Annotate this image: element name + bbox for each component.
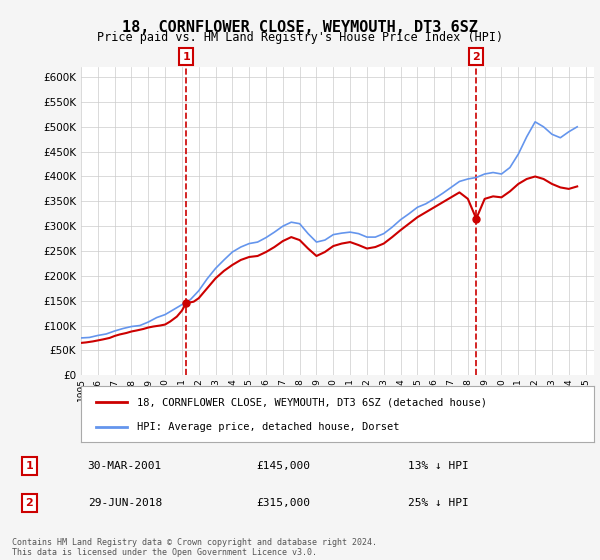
Text: £315,000: £315,000 — [256, 498, 310, 508]
Text: 29-JUN-2018: 29-JUN-2018 — [88, 498, 162, 508]
Text: 2: 2 — [472, 52, 480, 62]
Text: Contains HM Land Registry data © Crown copyright and database right 2024.
This d: Contains HM Land Registry data © Crown c… — [12, 538, 377, 557]
Text: HPI: Average price, detached house, Dorset: HPI: Average price, detached house, Dors… — [137, 422, 400, 432]
Text: 13% ↓ HPI: 13% ↓ HPI — [408, 461, 469, 471]
Text: Price paid vs. HM Land Registry's House Price Index (HPI): Price paid vs. HM Land Registry's House … — [97, 31, 503, 44]
Text: 30-MAR-2001: 30-MAR-2001 — [88, 461, 162, 471]
Text: 25% ↓ HPI: 25% ↓ HPI — [408, 498, 469, 508]
Text: 1: 1 — [26, 461, 34, 471]
Text: £145,000: £145,000 — [256, 461, 310, 471]
Text: 1: 1 — [182, 52, 190, 62]
Text: 2: 2 — [26, 498, 34, 508]
Text: 18, CORNFLOWER CLOSE, WEYMOUTH, DT3 6SZ (detached house): 18, CORNFLOWER CLOSE, WEYMOUTH, DT3 6SZ … — [137, 397, 487, 407]
Text: 18, CORNFLOWER CLOSE, WEYMOUTH, DT3 6SZ: 18, CORNFLOWER CLOSE, WEYMOUTH, DT3 6SZ — [122, 20, 478, 35]
